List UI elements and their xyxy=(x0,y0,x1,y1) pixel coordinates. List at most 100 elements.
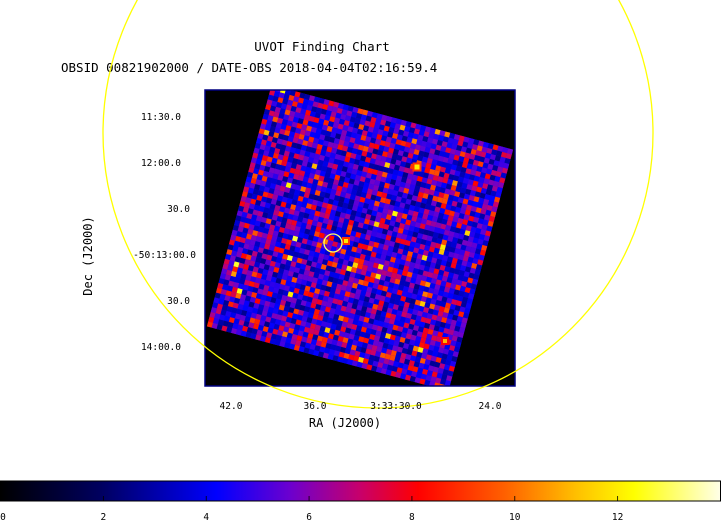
exposure-pixel xyxy=(376,211,383,218)
exposure-pixel xyxy=(275,122,282,129)
exposure-pixel xyxy=(418,150,425,157)
exposure-pixel xyxy=(442,348,450,355)
exposure-pixel xyxy=(256,174,263,181)
exposure-pixel xyxy=(397,325,404,333)
exposure-pixel xyxy=(355,288,362,296)
exposure-pixel xyxy=(254,220,261,227)
exposure-pixel xyxy=(340,191,347,198)
exposure-pixel xyxy=(283,248,290,255)
exposure-pixel xyxy=(319,134,326,141)
exposure-pixel xyxy=(392,267,399,274)
exposure-pixel xyxy=(363,316,370,324)
exposure-pixel xyxy=(400,218,407,225)
exposure-pixel xyxy=(496,150,503,157)
exposure-pixel xyxy=(269,281,276,288)
exposure-pixel xyxy=(358,201,365,208)
x-tick-label: 36.0 xyxy=(304,401,327,412)
exposure-pixel xyxy=(462,276,469,283)
y-tick-label: -50:13:00.0 xyxy=(133,250,196,261)
exposure-pixel xyxy=(257,153,264,160)
exposure-pixel xyxy=(255,293,263,300)
exposure-pixel xyxy=(457,217,464,224)
exposure-pixel xyxy=(331,204,338,211)
exposure-pixel xyxy=(432,154,440,161)
exposure-pixel xyxy=(222,284,229,291)
exposure-pixel xyxy=(451,257,458,264)
exposure-pixel xyxy=(412,133,419,140)
exposure-pixel xyxy=(332,220,339,227)
exposure-pixel xyxy=(441,275,448,282)
exposure-pixel xyxy=(279,108,286,115)
exposure-pixel xyxy=(262,191,269,198)
exposure-pixel xyxy=(427,308,434,315)
exposure-pixel xyxy=(399,145,406,152)
exposure-pixel xyxy=(376,133,383,141)
exposure-pixel xyxy=(309,307,316,314)
exposure-pixel xyxy=(306,161,313,169)
exposure-pixel xyxy=(490,169,497,177)
exposure-pixel xyxy=(421,311,428,318)
exposure-pixel xyxy=(382,285,389,292)
exposure-pixel xyxy=(449,267,456,274)
exposure-pixel xyxy=(368,240,375,247)
exposure-pixel xyxy=(446,199,453,206)
exposure-pixel xyxy=(422,192,429,200)
exposure-pixel xyxy=(406,349,413,356)
exposure-pixel xyxy=(478,156,486,163)
exposure-pixel xyxy=(365,291,372,298)
exposure-pixel xyxy=(372,262,379,269)
exposure-pixel xyxy=(333,215,340,222)
exposure-pixel xyxy=(301,124,308,131)
exposure-pixel xyxy=(435,356,442,364)
exposure-pixel xyxy=(460,146,468,153)
exposure-pixel xyxy=(402,306,409,313)
exposure-pixel xyxy=(428,210,435,217)
exposure-pixel xyxy=(364,198,371,205)
exposure-pixel xyxy=(359,310,367,317)
exposure-pixel xyxy=(343,177,351,184)
exposure-pixel xyxy=(373,221,380,228)
exposure-pixel xyxy=(493,160,500,167)
exposure-pixel xyxy=(417,346,424,354)
exposure-pixel xyxy=(375,175,382,182)
exposure-pixel xyxy=(275,334,282,341)
exposure-pixel xyxy=(308,291,315,298)
exposure-pixel xyxy=(409,298,416,305)
exposure-pixel xyxy=(273,189,280,196)
exposure-pixel xyxy=(312,293,320,300)
exposure-pixel xyxy=(389,163,396,170)
exposure-pixel xyxy=(421,234,428,241)
exposure-pixel xyxy=(408,147,415,155)
exposure-pixel xyxy=(232,302,239,309)
exposure-pixel xyxy=(483,178,490,185)
exposure-pixel xyxy=(318,310,325,317)
exposure-pixel xyxy=(383,337,390,344)
exposure-pixel xyxy=(420,140,428,147)
exposure-pixel xyxy=(298,268,305,275)
exposure-pixel xyxy=(336,320,343,327)
exposure-pixel xyxy=(335,169,342,176)
exposure-pixel xyxy=(351,189,358,196)
exposure-pixel xyxy=(407,307,414,315)
exposure-pixel xyxy=(360,114,367,121)
exposure-pixel xyxy=(274,127,281,134)
exposure-pixel xyxy=(364,332,371,339)
exposure-pixel xyxy=(390,350,397,357)
exposure-pixel xyxy=(451,278,458,285)
exposure-pixel xyxy=(400,295,407,302)
exposure-pixel xyxy=(473,175,480,182)
exposure-pixel xyxy=(482,219,489,226)
exposure-pixel xyxy=(299,227,306,234)
exposure-pixel xyxy=(320,284,327,291)
exposure-pixel xyxy=(415,201,422,208)
exposure-pixel xyxy=(345,208,352,215)
exposure-pixel xyxy=(243,186,250,193)
exposure-pixel xyxy=(430,319,437,326)
exposure-pixel xyxy=(346,359,354,366)
exposure-pixel xyxy=(431,159,438,166)
exposure-pixel xyxy=(452,351,459,358)
exposure-pixel xyxy=(220,289,227,296)
exposure-pixel xyxy=(291,142,298,149)
exposure-pixel xyxy=(369,333,376,341)
exposure-pixel xyxy=(417,326,424,333)
